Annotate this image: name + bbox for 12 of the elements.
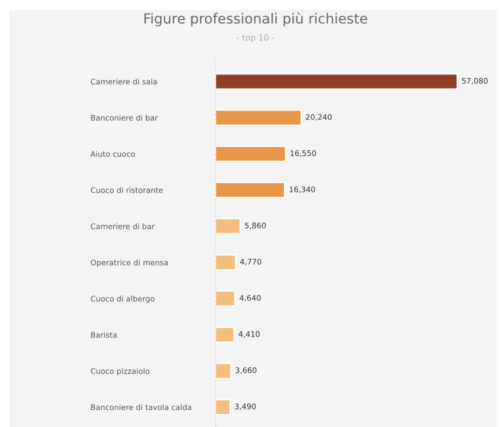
bar bbox=[215, 182, 286, 198]
bar bbox=[215, 73, 458, 90]
bar bbox=[215, 254, 236, 271]
chart-title: Figure professionali più richieste bbox=[144, 12, 368, 26]
bar bbox=[215, 290, 236, 307]
bar bbox=[215, 398, 231, 416]
chart-subtitle: - top 10 - bbox=[236, 34, 274, 42]
bar bbox=[215, 362, 232, 380]
bar bbox=[215, 146, 286, 162]
bar bbox=[215, 326, 235, 344]
bar bbox=[215, 109, 302, 126]
bar bbox=[215, 218, 241, 234]
